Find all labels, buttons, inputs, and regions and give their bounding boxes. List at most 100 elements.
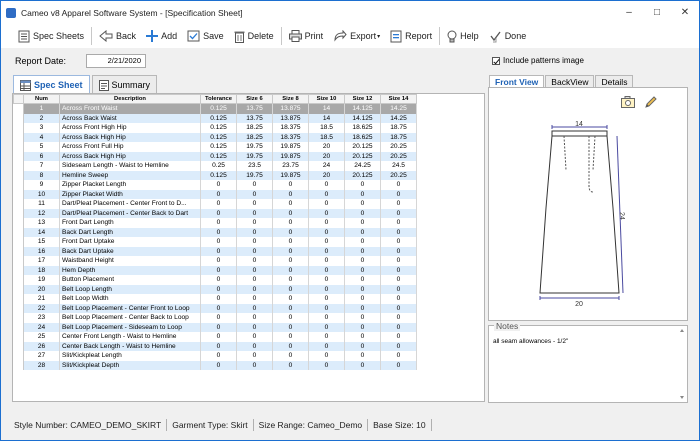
row-number-cell[interactable]: 1 [23, 103, 60, 114]
row-indicator[interactable] [13, 275, 24, 285]
value-cell[interactable]: 0 [308, 265, 345, 275]
row-indicator[interactable] [13, 113, 24, 123]
description-cell[interactable]: Back Dart Length [59, 227, 201, 237]
value-cell[interactable]: 0 [344, 284, 381, 294]
pencil-icon[interactable] [645, 96, 657, 108]
value-cell[interactable]: 20.25 [380, 170, 417, 180]
value-cell[interactable]: 0 [308, 284, 345, 294]
value-cell[interactable]: 0 [272, 189, 309, 199]
row-number-cell[interactable]: 7 [23, 161, 60, 171]
value-cell[interactable]: 0 [380, 256, 417, 266]
description-cell[interactable]: Zipper Placket Length [59, 180, 201, 190]
value-cell[interactable]: 0 [308, 322, 345, 332]
value-cell[interactable]: 0 [236, 265, 273, 275]
value-cell[interactable]: 0 [200, 322, 237, 332]
value-cell[interactable]: 0 [344, 199, 381, 209]
table-row[interactable]: 24 Belt Loop Placement - Sideseam to Loop… [13, 322, 417, 332]
value-cell[interactable]: 13.875 [272, 113, 309, 123]
value-cell[interactable]: 0 [236, 303, 273, 313]
value-cell[interactable]: 0 [200, 199, 237, 209]
row-number-cell[interactable]: 24 [23, 322, 60, 332]
value-cell[interactable]: 0 [380, 313, 417, 323]
value-cell[interactable]: 0 [308, 275, 345, 285]
description-cell[interactable]: Back Dart Uptake [59, 246, 201, 256]
value-cell[interactable]: 19.875 [272, 142, 309, 152]
description-cell[interactable]: Front Dart Uptake [59, 237, 201, 247]
row-indicator[interactable] [13, 132, 24, 142]
description-cell[interactable]: Across Front Waist [59, 103, 201, 114]
value-cell[interactable]: 0 [344, 256, 381, 266]
row-indicator[interactable] [13, 151, 24, 161]
value-cell[interactable]: 0 [200, 332, 237, 342]
value-cell[interactable]: 0 [272, 294, 309, 304]
value-cell[interactable]: 0.125 [200, 132, 237, 142]
value-cell[interactable]: 18.625 [344, 123, 381, 133]
row-number-cell[interactable]: 6 [23, 151, 60, 161]
table-row[interactable]: 20 Belt Loop Length 0 0 0 0 0 0 [13, 284, 417, 294]
value-cell[interactable]: 0 [236, 237, 273, 247]
value-cell[interactable]: 0 [308, 303, 345, 313]
row-number-cell[interactable]: 5 [23, 142, 60, 152]
value-cell[interactable]: 18.375 [272, 123, 309, 133]
value-cell[interactable]: 0 [344, 218, 381, 228]
description-cell[interactable]: Belt Loop Placement - Sideseam to Loop [59, 322, 201, 332]
value-cell[interactable]: 24.5 [380, 161, 417, 171]
table-row[interactable]: 7 Sideseam Length - Waist to Hemline 0.25 2… [13, 161, 417, 171]
column-header[interactable]: Description [59, 94, 201, 104]
value-cell[interactable]: 0 [308, 256, 345, 266]
value-cell[interactable]: 0 [380, 360, 417, 370]
value-cell[interactable]: 0 [272, 360, 309, 370]
value-cell[interactable]: 0.125 [200, 123, 237, 133]
row-indicator[interactable] [13, 170, 24, 180]
value-cell[interactable]: 18.625 [344, 132, 381, 142]
value-cell[interactable]: 0.25 [200, 161, 237, 171]
row-number-cell[interactable]: 22 [23, 303, 60, 313]
row-number-cell[interactable]: 21 [23, 294, 60, 304]
row-indicator[interactable] [13, 284, 24, 294]
tab-front-view[interactable]: Front View [489, 75, 545, 88]
value-cell[interactable]: 0 [308, 360, 345, 370]
value-cell[interactable]: 24.25 [344, 161, 381, 171]
maximize-button[interactable]: □ [653, 7, 661, 18]
value-cell[interactable]: 13.875 [272, 103, 309, 114]
value-cell[interactable]: 18.75 [380, 132, 417, 142]
description-cell[interactable]: Hem Depth [59, 265, 201, 275]
row-number-cell[interactable]: 28 [23, 360, 60, 370]
row-indicator[interactable] [13, 351, 24, 361]
row-number-cell[interactable]: 3 [23, 123, 60, 133]
value-cell[interactable]: 0 [344, 246, 381, 256]
description-cell[interactable]: Across Front Full Hip [59, 142, 201, 152]
value-cell[interactable]: 20.25 [380, 142, 417, 152]
value-cell[interactable]: 0 [380, 275, 417, 285]
value-cell[interactable]: 0 [236, 199, 273, 209]
value-cell[interactable]: 18.75 [380, 123, 417, 133]
value-cell[interactable]: 0 [200, 237, 237, 247]
value-cell[interactable]: 0 [308, 227, 345, 237]
description-cell[interactable]: Waistband Height [59, 256, 201, 266]
value-cell[interactable]: 0 [200, 189, 237, 199]
help-button[interactable]: Help [444, 26, 482, 46]
value-cell[interactable]: 0 [236, 218, 273, 228]
description-cell[interactable]: Across Back High Hip [59, 132, 201, 142]
value-cell[interactable]: 0 [236, 227, 273, 237]
value-cell[interactable]: 0 [344, 180, 381, 190]
value-cell[interactable]: 0 [236, 332, 273, 342]
value-cell[interactable]: 0 [308, 237, 345, 247]
add-button[interactable]: Add [143, 26, 180, 46]
row-number-cell[interactable]: 11 [23, 199, 60, 209]
value-cell[interactable]: 18.25 [236, 132, 273, 142]
value-cell[interactable]: 20.125 [344, 170, 381, 180]
value-cell[interactable]: 0 [200, 265, 237, 275]
value-cell[interactable]: 0 [380, 265, 417, 275]
value-cell[interactable]: 20 [308, 151, 345, 161]
table-row[interactable]: 14 Back Dart Length 0 0 0 0 0 0 [13, 227, 417, 237]
row-indicator[interactable] [13, 294, 24, 304]
value-cell[interactable]: 14.125 [344, 103, 381, 114]
description-cell[interactable]: Belt Loop Placement - Center Front to Lo… [59, 303, 201, 313]
value-cell[interactable]: 0 [380, 237, 417, 247]
value-cell[interactable]: 0 [236, 322, 273, 332]
value-cell[interactable]: 0 [200, 294, 237, 304]
description-cell[interactable]: Belt Loop Length [59, 284, 201, 294]
row-indicator[interactable] [13, 180, 24, 190]
description-cell[interactable]: Belt Loop Placement - Center Back to Loo… [59, 313, 201, 323]
